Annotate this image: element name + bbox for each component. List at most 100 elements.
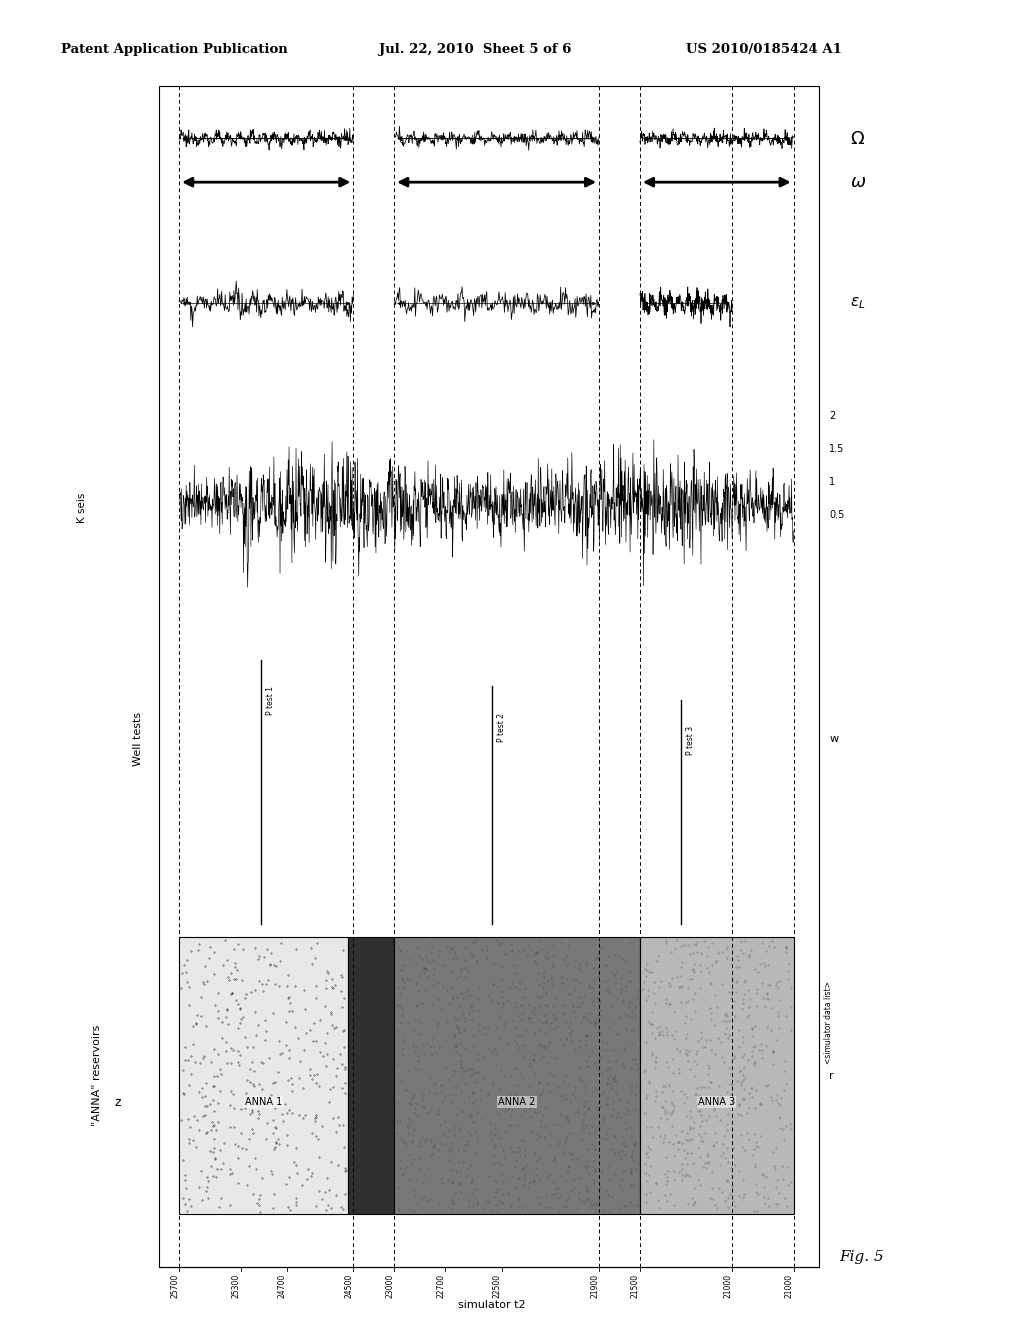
Point xyxy=(228,960,245,981)
Point xyxy=(595,1107,611,1129)
Point xyxy=(407,1041,423,1063)
Point xyxy=(409,1170,425,1191)
Point xyxy=(707,985,723,1006)
Point xyxy=(664,1115,680,1137)
Point xyxy=(502,1115,518,1137)
Point xyxy=(451,1172,467,1193)
Point xyxy=(712,1085,728,1106)
Point xyxy=(520,935,537,956)
Point xyxy=(475,1199,492,1220)
Point xyxy=(229,1135,246,1156)
Point xyxy=(549,1134,565,1155)
Point xyxy=(245,1122,261,1143)
Point xyxy=(527,1022,544,1043)
Point xyxy=(754,1047,770,1068)
Point xyxy=(641,961,657,982)
Point xyxy=(749,1173,765,1195)
Point xyxy=(250,1101,266,1122)
Point xyxy=(404,1034,421,1055)
Point xyxy=(662,1184,678,1205)
Point xyxy=(756,953,772,974)
Point xyxy=(282,1048,298,1069)
Point xyxy=(708,1195,724,1216)
Point xyxy=(446,1117,463,1138)
Point xyxy=(432,1114,449,1135)
Point xyxy=(489,1200,506,1221)
Point xyxy=(717,1147,733,1168)
Point xyxy=(415,1096,431,1117)
Point xyxy=(476,1067,493,1088)
Point xyxy=(218,949,234,970)
Point xyxy=(188,1109,205,1130)
Point xyxy=(696,1122,713,1143)
Point xyxy=(592,993,608,1014)
Point xyxy=(603,1057,620,1078)
Point xyxy=(517,1139,534,1160)
Point xyxy=(458,1059,474,1080)
Point xyxy=(575,1092,592,1113)
Point xyxy=(669,1039,685,1060)
Point xyxy=(490,1179,507,1200)
Point xyxy=(206,1039,222,1060)
Point xyxy=(539,1035,555,1056)
Point xyxy=(691,1115,708,1137)
Point xyxy=(736,1078,753,1100)
Point xyxy=(555,948,571,969)
Point xyxy=(464,1170,480,1191)
Point xyxy=(617,1196,634,1217)
Point xyxy=(267,1117,284,1138)
Point xyxy=(636,972,652,993)
Point xyxy=(478,948,495,969)
Point xyxy=(308,987,325,1008)
Point xyxy=(745,1144,762,1166)
Point xyxy=(607,1072,624,1093)
Point xyxy=(669,929,685,950)
Point xyxy=(765,1040,781,1061)
Point xyxy=(589,987,605,1008)
Point xyxy=(775,1168,792,1189)
Point xyxy=(603,962,620,983)
Point xyxy=(263,942,280,964)
Point xyxy=(575,1096,592,1117)
Point xyxy=(246,1076,262,1097)
Point xyxy=(446,1036,463,1057)
Point xyxy=(650,945,667,966)
Point xyxy=(451,1007,467,1028)
Point xyxy=(624,1032,640,1053)
Point xyxy=(284,1001,300,1022)
Point xyxy=(459,1134,475,1155)
Point xyxy=(656,1102,673,1123)
Point xyxy=(492,1006,508,1027)
Point xyxy=(520,1177,537,1199)
Point xyxy=(759,983,775,1005)
Point xyxy=(480,1016,497,1038)
Point xyxy=(394,1024,411,1045)
Point xyxy=(227,969,244,990)
Point xyxy=(537,1005,553,1026)
Point xyxy=(564,1168,581,1189)
Point xyxy=(545,1113,561,1134)
Point xyxy=(640,1071,656,1092)
Point xyxy=(731,1185,748,1206)
Point xyxy=(546,945,562,966)
Point xyxy=(662,972,678,993)
Point xyxy=(648,950,665,972)
Point xyxy=(413,1012,429,1034)
Point xyxy=(662,1131,678,1152)
Point xyxy=(257,1010,273,1031)
Point xyxy=(451,1121,467,1142)
Point xyxy=(251,945,267,966)
Point xyxy=(638,953,654,974)
Point xyxy=(676,1084,692,1105)
Point xyxy=(226,939,243,960)
Point xyxy=(222,1080,239,1101)
Point xyxy=(196,1048,212,1069)
Point xyxy=(719,1170,735,1191)
Point xyxy=(238,983,254,1005)
Point xyxy=(720,1151,736,1172)
Point xyxy=(414,1089,430,1110)
Point xyxy=(549,1048,565,1069)
Point xyxy=(485,1154,502,1175)
Point xyxy=(265,1122,282,1143)
Point xyxy=(337,1059,353,1080)
